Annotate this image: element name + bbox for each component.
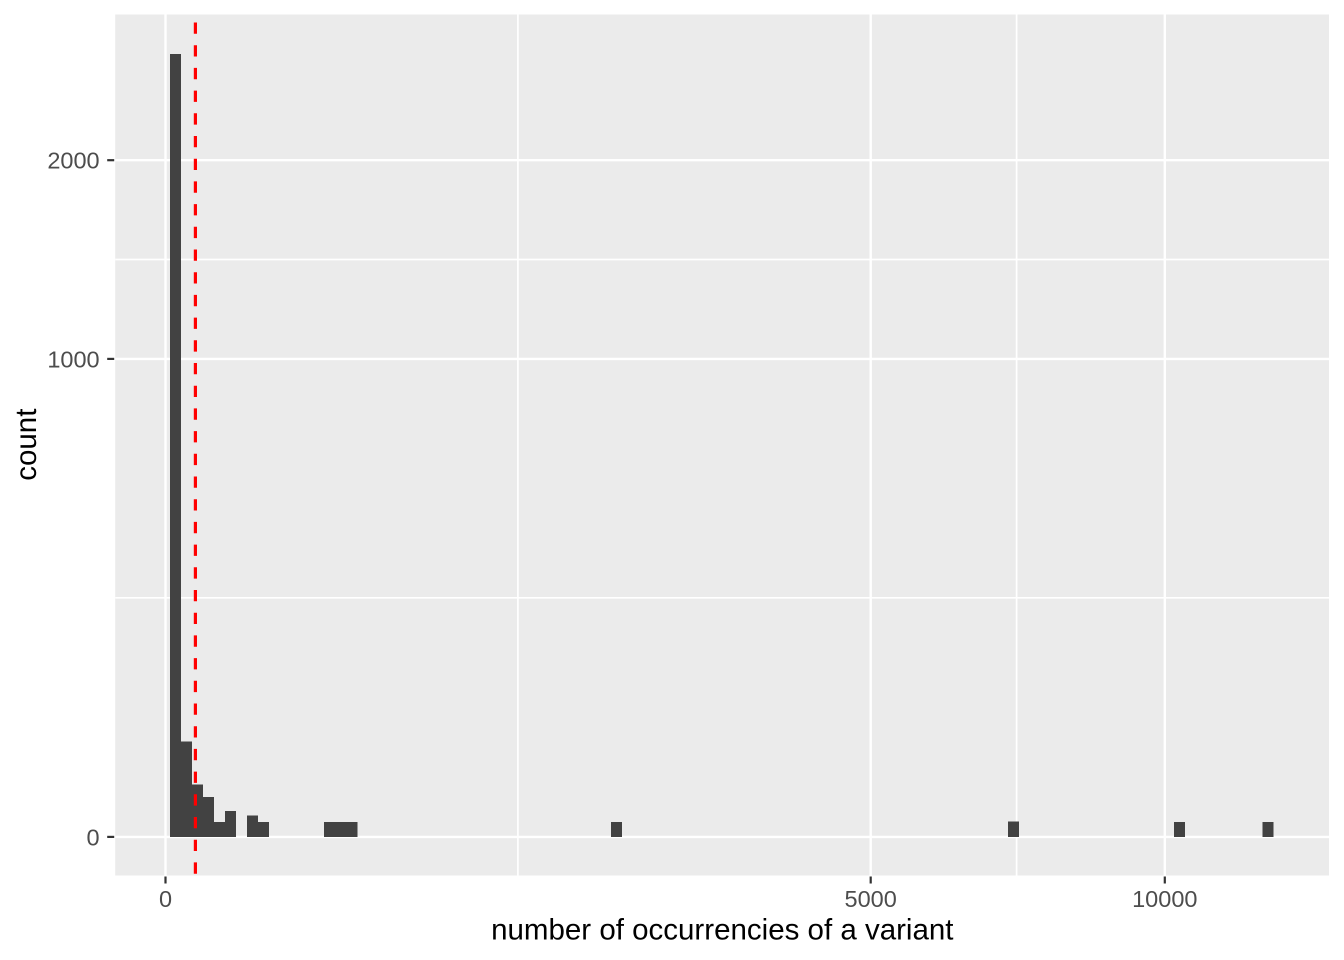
- svg-text:0: 0: [159, 886, 172, 912]
- svg-text:10000: 10000: [1132, 886, 1197, 912]
- svg-text:5000: 5000: [845, 886, 897, 912]
- svg-text:2000: 2000: [47, 148, 99, 174]
- svg-text:count: count: [10, 409, 43, 481]
- svg-text:number of occurrencies of a va: number of occurrencies of a variant: [491, 914, 953, 947]
- svg-text:1000: 1000: [47, 346, 99, 372]
- svg-text:0: 0: [87, 824, 100, 850]
